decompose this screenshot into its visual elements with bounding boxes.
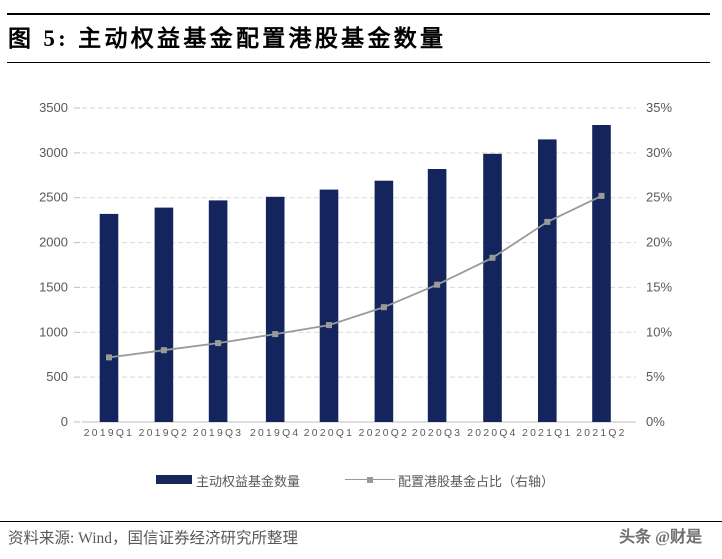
svg-text:30%: 30% bbox=[646, 145, 672, 160]
svg-text:3000: 3000 bbox=[39, 145, 68, 160]
svg-text:5%: 5% bbox=[646, 369, 665, 384]
svg-text:35%: 35% bbox=[646, 100, 672, 115]
svg-text:2019Q4: 2019Q4 bbox=[250, 428, 300, 439]
svg-text:3500: 3500 bbox=[39, 100, 68, 115]
svg-text:10%: 10% bbox=[646, 324, 672, 339]
svg-text:0%: 0% bbox=[646, 414, 665, 429]
svg-text:500: 500 bbox=[46, 369, 68, 384]
svg-text:2020Q4: 2020Q4 bbox=[467, 428, 517, 439]
svg-text:2000: 2000 bbox=[39, 235, 68, 250]
svg-text:15%: 15% bbox=[646, 279, 672, 294]
svg-text:25%: 25% bbox=[646, 190, 672, 205]
svg-text:2020Q2: 2020Q2 bbox=[359, 428, 409, 439]
svg-text:0: 0 bbox=[61, 414, 68, 429]
svg-text:2019Q3: 2019Q3 bbox=[193, 428, 243, 439]
svg-text:2021Q2: 2021Q2 bbox=[576, 428, 626, 439]
svg-text:2020Q3: 2020Q3 bbox=[412, 428, 462, 439]
svg-text:2019Q1: 2019Q1 bbox=[84, 428, 134, 439]
svg-text:20%: 20% bbox=[646, 235, 672, 250]
svg-text:1000: 1000 bbox=[39, 324, 68, 339]
svg-text:2500: 2500 bbox=[39, 190, 68, 205]
svg-text:2021Q1: 2021Q1 bbox=[522, 428, 572, 439]
svg-text:2020Q1: 2020Q1 bbox=[304, 428, 354, 439]
svg-text:1500: 1500 bbox=[39, 279, 68, 294]
svg-text:2019Q2: 2019Q2 bbox=[139, 428, 189, 439]
